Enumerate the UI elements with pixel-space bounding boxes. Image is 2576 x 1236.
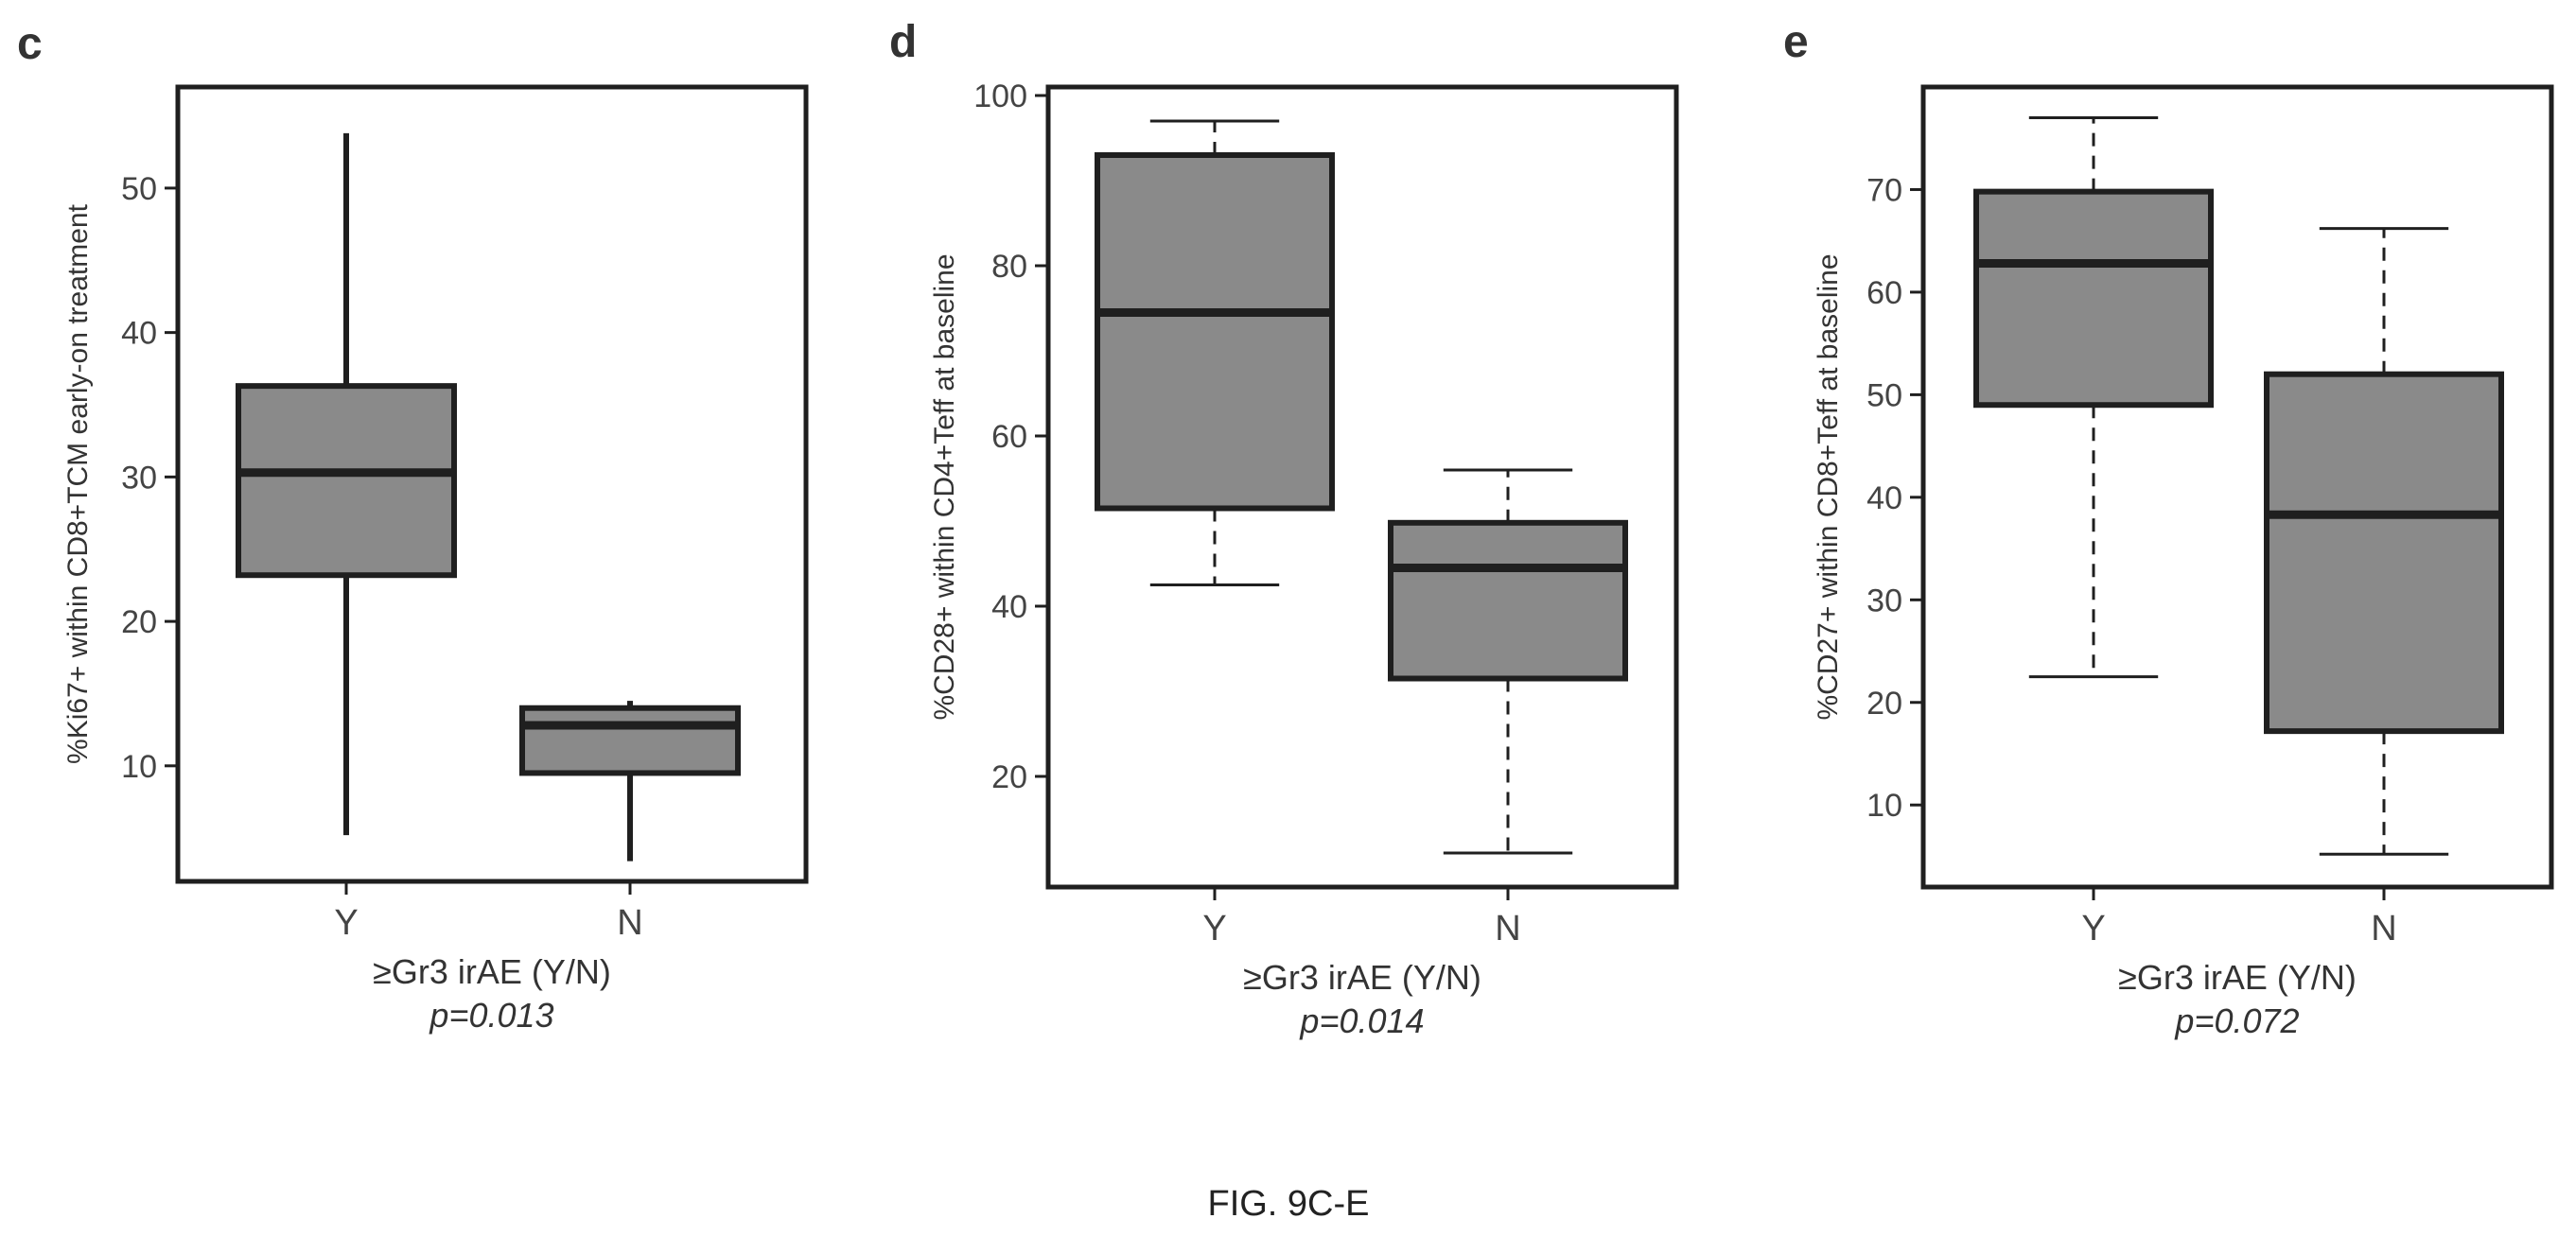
iqr-box	[2264, 371, 2504, 735]
x-axis-title: ≥Gr3 irAE (Y/N)	[1243, 958, 1481, 997]
y-tick-label: 20	[1866, 686, 1902, 722]
x-tick-label: N	[617, 903, 642, 943]
chart-panels: c 10 20 30 40 50 Y N %Ki67+ within CD8+TCM early…	[17, 17, 2554, 1040]
x-axis-title: ≥Gr3 irAE (Y/N)	[373, 952, 611, 991]
panel-letter: e	[1783, 17, 1809, 67]
figure-caption: FIG. 9C-E	[1207, 1184, 1369, 1224]
y-tick-label: 60	[1866, 275, 1902, 311]
y-tick-label: 50	[1866, 377, 1902, 413]
y-tick-label: 30	[121, 460, 157, 496]
y-tick-label: 30	[1866, 583, 1902, 618]
x-axis-title: ≥Gr3 irAE (Y/N)	[2118, 958, 2357, 997]
y-tick-label: 40	[991, 589, 1027, 625]
y-tick-label: 80	[991, 249, 1027, 285]
plot-frame	[1920, 84, 2554, 890]
y-axis-title: %CD28+ within CD4+Teff at baseline	[929, 253, 960, 720]
y-tick-label: 20	[121, 604, 157, 640]
y-tick-label: 40	[1866, 480, 1902, 516]
p-value: p=0.072	[2174, 1001, 2299, 1040]
iqr-box	[519, 705, 741, 776]
panel-e: e 10 20 30 40 50 60 70 Y N %CD27+ within CD8+Teff …	[1783, 17, 2554, 1040]
y-tick-label: 10	[121, 749, 157, 785]
box-Y	[1095, 119, 1335, 586]
x-tick-label: Y	[1202, 909, 1226, 949]
y-tick-label: 100	[973, 78, 1027, 114]
x-tick-label: N	[1495, 909, 1520, 949]
box-N	[1388, 468, 1628, 855]
y-tick-label: 20	[991, 759, 1027, 795]
y-tick-label: 10	[1866, 788, 1902, 824]
y-tick-label: 70	[1866, 172, 1902, 208]
p-value: p=0.013	[429, 996, 553, 1035]
plot-frame	[1045, 84, 1679, 890]
y-axis-title: %Ki67+ within CD8+TCM early-on treatment	[62, 203, 94, 764]
x-tick-label: Y	[334, 903, 358, 943]
y-tick-label: 50	[121, 171, 157, 207]
x-tick-label: Y	[2081, 909, 2105, 949]
y-axis-title: %CD27+ within CD8+Teff at baseline	[1813, 253, 1844, 720]
iqr-box	[1388, 519, 1628, 682]
plot-frame	[175, 84, 809, 884]
panel-d: d 20 40 60 80 100 Y N %CD28+ within CD4+Teff at …	[889, 17, 1679, 1040]
x-tick-label: N	[2371, 909, 2396, 949]
box-N	[519, 701, 741, 862]
p-value: p=0.014	[1299, 1001, 1424, 1040]
iqr-box	[1095, 152, 1335, 512]
panel-letter: d	[889, 17, 917, 67]
box-Y	[1973, 116, 2214, 679]
iqr-box	[236, 383, 457, 579]
y-tick-label: 60	[991, 419, 1027, 455]
box-Y	[236, 132, 457, 836]
panel-letter: c	[17, 19, 43, 69]
panel-c: c 10 20 30 40 50 Y N %Ki67+ within CD8+TCM early…	[17, 19, 809, 1035]
box-N	[2264, 227, 2504, 856]
y-tick-label: 40	[121, 316, 157, 352]
iqr-box	[1973, 188, 2214, 409]
